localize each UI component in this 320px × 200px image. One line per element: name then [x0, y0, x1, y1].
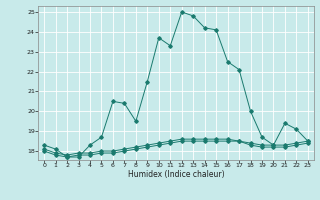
X-axis label: Humidex (Indice chaleur): Humidex (Indice chaleur)	[128, 170, 224, 179]
